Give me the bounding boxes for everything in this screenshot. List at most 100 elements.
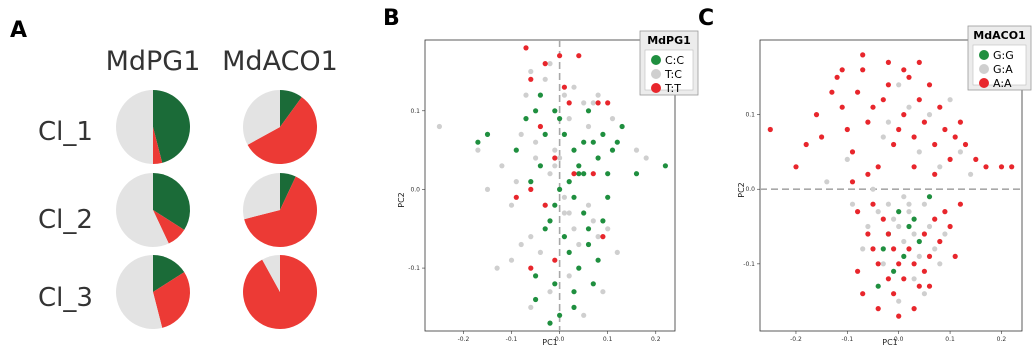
panelb-point-tc (547, 171, 553, 177)
panelb-point-tc (528, 234, 534, 240)
pie-slice-mdaco1-cl3-red (243, 255, 318, 330)
panelb-point-tc (528, 68, 534, 75)
panelc-point-ga (921, 291, 928, 297)
panelb-point-tc (609, 116, 616, 122)
panelc-point-ga (937, 164, 943, 170)
panelc-point-aa (885, 82, 892, 88)
panelb-point-tt (561, 84, 568, 90)
panelc-point-aa (962, 141, 969, 148)
panelb-point-cc (576, 265, 582, 271)
panelb-point-tc (542, 76, 548, 82)
panel-c-scatter: -0.2 -0.1 0.0 0.1 0.2 -0.1 0.0 0.1 PC1 PC2 MdAC… (737, 25, 1032, 347)
pie-row-label-cl1: Cl_1 (38, 117, 93, 147)
x-tick-label: -0.1 (506, 336, 518, 343)
panelc-point-aa (875, 261, 881, 267)
pie-slice-mdpg1-cl3-grey (116, 255, 163, 329)
panelc-point-ga (860, 246, 866, 252)
panelb-point-tc (508, 202, 515, 208)
panelb-point-tt (605, 100, 611, 106)
panelb-point-tc (581, 100, 587, 106)
panelb-point-tc (561, 92, 568, 98)
x-tick-label: -0.2 (458, 336, 470, 343)
panelc-point-aa (947, 156, 953, 162)
legend-label-gg: G:G (993, 49, 1014, 62)
panelb-point-cc (552, 202, 558, 208)
panelb-point-tc (494, 265, 500, 271)
panelc-point-aa (983, 164, 989, 170)
panelc-point-ga (901, 194, 907, 200)
panelc-point-aa (834, 74, 840, 80)
panelb-point-cc (513, 147, 519, 153)
panelc-point-aa (942, 209, 948, 215)
panelc-point-ga (865, 223, 871, 230)
pie-slice-mdaco1-cl3-grey (262, 255, 280, 292)
panelb-point-cc (537, 92, 544, 98)
panelc-point-gg (880, 246, 886, 252)
panelc-point-ga (906, 209, 912, 215)
pie-slice-mdaco1-cl1-grey (243, 90, 280, 145)
panel-c-letter: C (698, 6, 714, 31)
panelc-point-aa (952, 134, 958, 140)
panelb-point-tt (557, 53, 563, 59)
x-tick-label: 0.0 (555, 336, 565, 343)
panelc-point-ga (870, 186, 876, 192)
panelb-point-cc (571, 304, 577, 310)
panelb-point-cc (566, 179, 572, 185)
panelc-point-aa (896, 126, 902, 133)
panelc-point-aa (844, 126, 850, 133)
y-tick-label: 0.0 (745, 186, 755, 193)
panelc-point-gg (911, 216, 917, 222)
panel-b-points (436, 45, 669, 326)
panel-b-scatter: -0.2 -0.1 0.0 0.1 0.2 -0.1 0.0 0.1 PC1 PC2 MdPG… (397, 30, 699, 347)
panelc-point-aa (855, 209, 861, 215)
panelc-point-aa (870, 246, 876, 252)
panelc-point-aa (891, 246, 897, 252)
panelb-point-tc (552, 147, 558, 153)
panelc-point-aa (998, 164, 1005, 170)
panelb-point-cc (595, 257, 601, 263)
x-tick-label: 0.1 (603, 336, 613, 343)
panel-a-pie-grid: MdPG1 MdACO1 Cl_1 Cl_2 Cl_3 (38, 46, 338, 330)
panelc-point-ga (896, 82, 902, 88)
panelb-point-cc (557, 116, 563, 122)
panelc-point-aa (926, 283, 933, 289)
panelb-point-cc (552, 281, 558, 287)
panelb-point-cc (600, 131, 606, 137)
panelb-point-cc (585, 108, 592, 114)
panelb-point-tc (561, 194, 568, 200)
panelc-point-aa (849, 149, 856, 155)
panel-a-letter: A (10, 18, 27, 43)
panelc-point-aa (855, 89, 861, 95)
panelb-point-cc (561, 234, 568, 240)
y-tick-label: -0.1 (743, 261, 755, 268)
panelc-point-ga (906, 201, 912, 207)
panelc-point-aa (957, 119, 964, 125)
panelc-point-aa (952, 253, 958, 259)
pie-slice-mdpg1-cl2-grey (115, 173, 169, 247)
panelb-point-cc (571, 147, 577, 153)
panelb-point-cc (542, 131, 548, 137)
panelc-point-aa (829, 89, 835, 95)
panel-c-legend: MdACO1 G:GG:AA:A (967, 25, 1032, 91)
panelc-point-aa (896, 261, 902, 267)
panelc-point-aa (942, 126, 948, 133)
panel-c-x-axis-title: PC1 (882, 338, 898, 347)
panelb-point-tt (595, 100, 601, 106)
panelb-point-tc (537, 249, 544, 255)
panelb-point-tc (571, 226, 577, 232)
panelc-point-aa (860, 291, 866, 297)
panelb-point-tc (508, 257, 515, 263)
panelb-point-cc (619, 123, 625, 130)
panelb-point-tc (585, 123, 592, 130)
panelc-point-gg (916, 238, 922, 245)
legend-marker-gg (979, 50, 989, 60)
legend-label-tc: T:C (664, 68, 682, 81)
panelb-point-cc (576, 163, 582, 169)
legend-marker-tc (651, 69, 661, 79)
panelc-point-aa (860, 52, 866, 58)
panelc-point-aa (891, 291, 897, 297)
panelc-point-ga (968, 171, 974, 177)
y-tick-label: -0.1 (408, 265, 420, 272)
panelc-point-ga (911, 231, 917, 237)
panel-c-ticks: -0.2 -0.1 0.0 0.1 0.2 -0.1 0.0 0.1 (743, 112, 1006, 343)
